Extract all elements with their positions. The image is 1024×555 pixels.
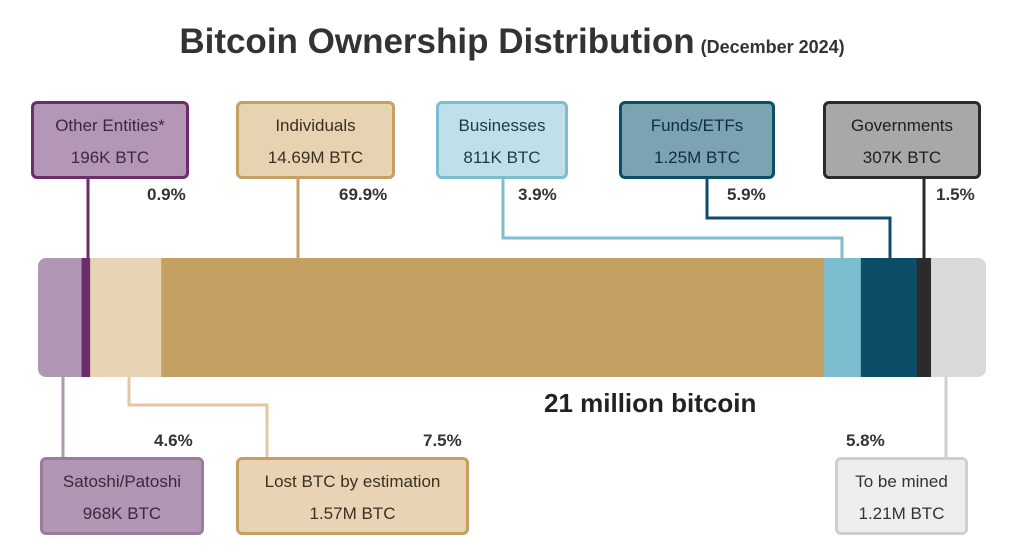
- percent-label-businesses: 3.9%: [518, 185, 557, 204]
- percent-label-governments: 1.5%: [936, 185, 975, 204]
- chart-subtitle: (December 2024): [700, 37, 845, 57]
- label-box-other-entities: Other Entities* 196K BTC: [31, 101, 189, 179]
- stacked-bar: [38, 258, 986, 377]
- chart-title: Bitcoin Ownership Distribution: [179, 22, 695, 61]
- segment-btc-value: 196K BTC: [70, 148, 150, 167]
- percent-label-lost-btc-by-estimation: 7.5%: [423, 431, 462, 450]
- bar-segment-individuals: [161, 258, 825, 377]
- segment-name: Funds/ETFs: [650, 116, 744, 135]
- bar-segment-satoshi-patoshi: [38, 258, 83, 377]
- segment-name: Other Entities*: [55, 116, 165, 135]
- bar-segment-other-entities: [81, 258, 91, 377]
- percent-label-individuals: 69.9%: [339, 185, 388, 204]
- label-box-individuals: Individuals 14.69M BTC: [236, 101, 395, 179]
- segment-name: Satoshi/Patoshi: [62, 472, 182, 491]
- connector-lost-btc-by-estimation: [127, 377, 269, 457]
- connector-funds-etfs: [705, 179, 892, 258]
- segment-btc-value: 307K BTC: [862, 148, 942, 167]
- percent-label-to-be-mined: 5.8%: [846, 431, 885, 450]
- label-box-governments: Governments 307K BTC: [823, 101, 981, 179]
- percent-label-satoshi-patoshi: 4.6%: [154, 431, 193, 450]
- segment-btc-value: 811K BTC: [463, 148, 541, 167]
- label-box-to-be-mined: To be mined 1.21M BTC: [835, 457, 968, 535]
- segment-name: Lost BTC by estimation: [264, 472, 441, 491]
- segment-name: Governments: [850, 116, 954, 135]
- segment-btc-value: 968K BTC: [82, 504, 162, 523]
- segment-btc-value: 1.25M BTC: [654, 148, 740, 167]
- connector-lines: [61, 179, 948, 457]
- segment-btc-value: 1.57M BTC: [309, 504, 396, 523]
- segment-btc-value: 14.69M BTC: [267, 148, 364, 167]
- segment-btc-value: 1.21M BTC: [858, 504, 945, 523]
- segment-name: To be mined: [855, 472, 948, 491]
- bar-segment-to-be-mined: [931, 258, 986, 377]
- bar-segment-lost-btc-by-estimation: [90, 258, 162, 377]
- connector-businesses: [501, 179, 844, 258]
- bar-segment-businesses: [823, 258, 862, 377]
- chart-title-block: Bitcoin Ownership Distribution (December …: [0, 22, 1024, 62]
- label-box-lost-btc-by-estimation: Lost BTC by estimation 1.57M BTC: [236, 457, 469, 535]
- segment-name: Individuals: [275, 116, 356, 135]
- total-label: 21 million bitcoin: [544, 388, 757, 418]
- bar-segment-governments: [916, 258, 932, 377]
- segment-name: Businesses: [458, 116, 546, 135]
- percent-label-funds-etfs: 5.9%: [727, 185, 766, 204]
- label-box-funds-etfs: Funds/ETFs 1.25M BTC: [619, 101, 775, 179]
- percent-label-other-entities: 0.9%: [147, 185, 186, 204]
- label-box-businesses: Businesses 811K BTC: [436, 101, 568, 179]
- label-box-satoshi-patoshi: Satoshi/Patoshi 968K BTC: [40, 457, 204, 535]
- bar-segment-funds-etfs: [860, 258, 918, 377]
